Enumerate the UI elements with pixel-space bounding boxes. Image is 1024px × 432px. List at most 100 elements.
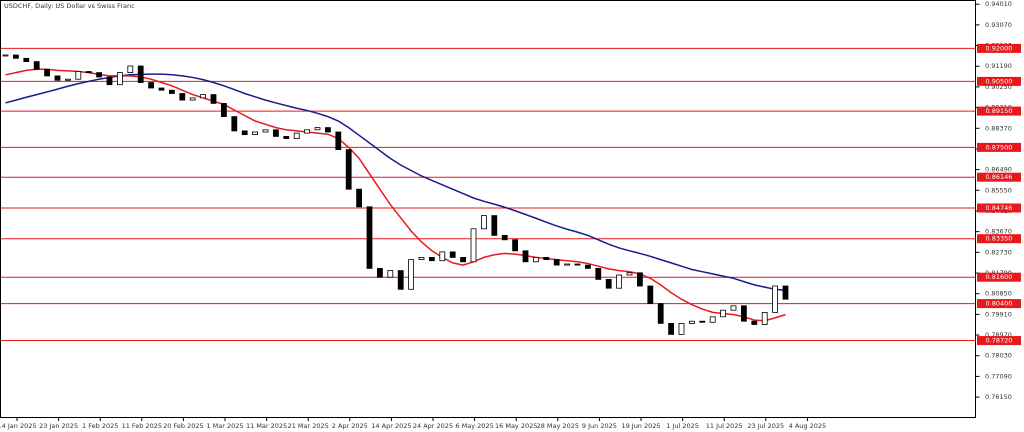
candle [616,274,622,289]
x-tick-label: 19 Jun 2025 [621,422,660,430]
x-tick-label: 23 Jan 2025 [39,422,78,430]
candle [314,127,321,131]
candle [668,322,674,335]
level-label-box [977,336,1021,346]
candle [2,54,9,57]
x-tick-label: 16 May 2025 [495,422,537,430]
level-label: 0.83350 [986,235,1013,243]
candle [262,129,269,133]
candle [439,251,446,262]
level-label: 0.78720 [986,337,1013,345]
x-tick-label: 2 Apr 2025 [332,422,368,430]
candle [418,256,425,260]
candle [366,206,373,269]
candle [85,71,92,73]
level-label: 0.92000 [986,44,1013,52]
candle [304,129,311,134]
candle [512,239,518,252]
candle [428,256,435,262]
candle [585,264,591,269]
level-label: 0.81600 [986,273,1013,281]
candle [751,320,758,325]
candle [117,72,123,86]
candle [179,93,186,101]
level-label-box [977,203,1021,213]
candle [324,127,331,133]
x-tick-label: 9 Jun 2025 [582,422,617,430]
candle [460,256,467,263]
candle [54,75,61,81]
x-tick-label: 1 Jul 2025 [666,422,699,430]
candle [272,129,279,137]
candle [387,270,394,278]
candle [408,259,415,290]
candle [376,267,383,278]
level-label: 0.86146 [986,173,1013,181]
candle [241,130,248,136]
level-label-box [977,299,1021,309]
candle [564,263,570,266]
x-tick-label: 28 May 2025 [537,422,579,430]
candle [168,89,175,94]
candle [491,215,498,236]
candle [730,305,737,311]
y-tick-label: 0.78030 [985,352,1012,360]
candle [522,250,529,263]
level-label: 0.89150 [986,107,1013,115]
candle [293,132,300,140]
candle [220,103,227,118]
level-label-box [977,142,1021,152]
x-tick-label: 6 May 2025 [455,422,493,430]
candle [335,131,342,151]
x-tick-label: 11 Jul 2025 [706,422,743,430]
candle [637,272,643,287]
candle [148,82,155,89]
level-label: 0.80400 [986,300,1013,308]
candle [699,320,706,323]
candle [252,131,259,136]
candle [480,215,487,230]
candle [397,270,404,290]
x-tick-label: 14 Jan 2025 [0,422,36,430]
candle [231,116,238,132]
level-label: 0.87500 [986,143,1013,151]
candle [189,97,196,101]
candle [200,94,207,99]
level-label-box [977,172,1021,182]
level-label-box [977,272,1021,282]
plot-frame [0,0,976,418]
candle [553,259,560,266]
x-tick-label: 11 Feb 2025 [122,422,162,430]
x-tick-label: 20 Feb 2025 [163,422,203,430]
level-label: 0.90500 [986,77,1013,85]
candle [470,228,477,263]
candle [626,272,633,276]
candle [345,149,352,190]
candle [33,61,40,70]
candle [574,263,581,266]
candle [657,303,664,324]
candle [158,87,165,91]
y-tick-label: 0.94010 [985,0,1012,8]
candle [449,251,456,258]
moving-average [5,68,786,322]
candle [106,76,113,86]
chart-title: USDCHF, Daily: US Dollar vs Swiss Franc [4,2,135,10]
candle [501,234,508,241]
y-tick-label: 0.82730 [985,248,1012,256]
candle [75,71,82,80]
level-label-box [977,234,1021,244]
y-tick-label: 0.90250 [985,83,1012,91]
level-label-box [977,76,1021,86]
candle [210,94,217,104]
y-tick-label: 0.91190 [985,62,1012,70]
candle [127,65,134,73]
candle [12,54,19,59]
x-tick-label: 23 Jul 2025 [747,422,784,430]
y-tick-label: 0.93070 [985,21,1012,29]
candle [605,278,612,289]
candle [678,322,685,335]
x-tick-label: 11 Mar 2025 [246,422,287,430]
candle [533,256,539,263]
